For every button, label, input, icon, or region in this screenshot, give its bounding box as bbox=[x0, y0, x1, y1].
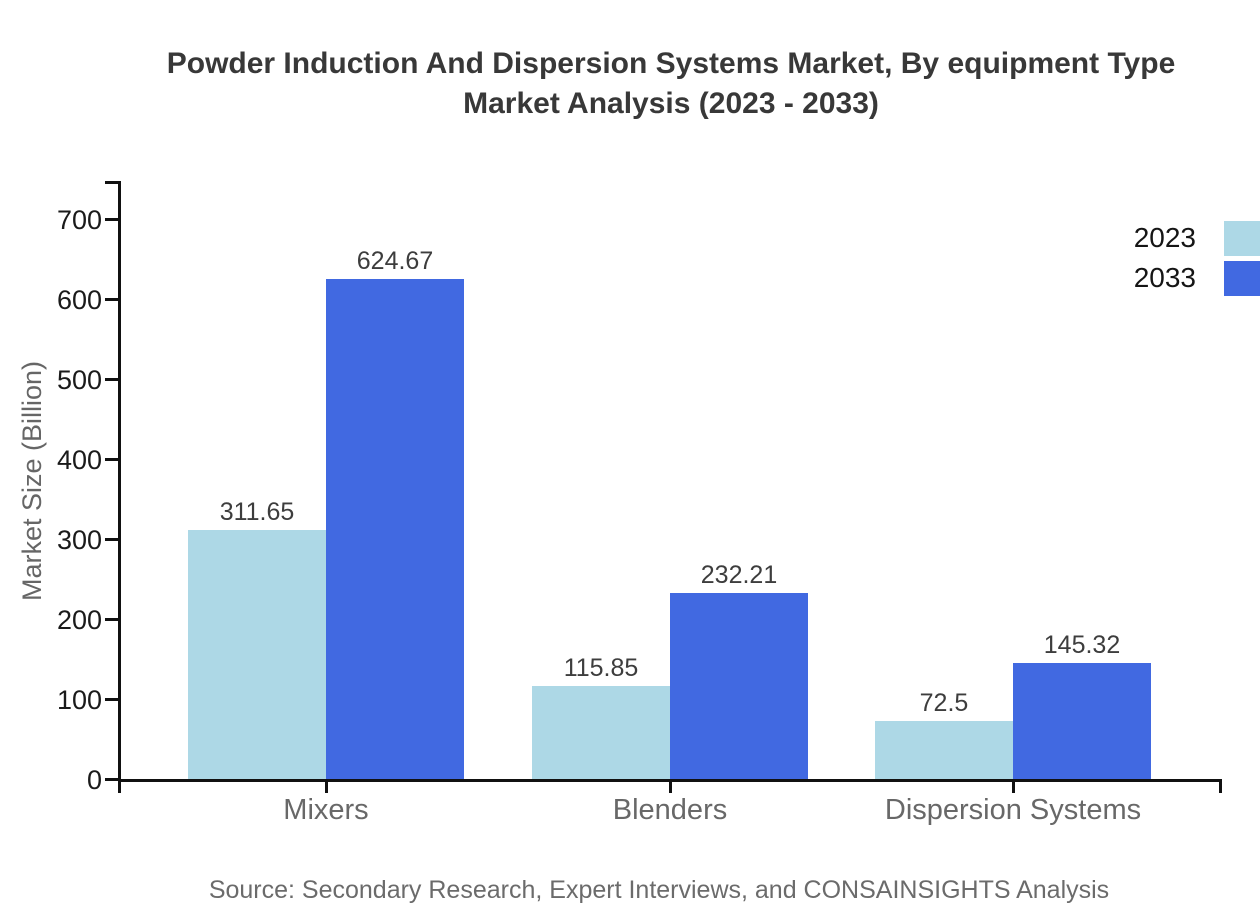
y-tick-label-0: 0 bbox=[86, 765, 102, 795]
bar-value-label-2023-2: 72.5 bbox=[919, 689, 969, 717]
x-category-label-0: Mixers bbox=[283, 794, 369, 826]
bar-2023-0 bbox=[188, 529, 326, 779]
bar-value-label-2033-1: 232.21 bbox=[700, 561, 778, 590]
legend-swatch-2023 bbox=[1224, 221, 1260, 256]
source-attribution: Source: Secondary Research, Expert Inter… bbox=[208, 876, 1110, 904]
bar-2033-2 bbox=[1013, 662, 1151, 779]
legend-label-2033: 2033 bbox=[1133, 262, 1196, 293]
bar-2023-2 bbox=[875, 721, 1013, 779]
y-tick-mark-600 bbox=[105, 298, 118, 301]
bar-2023-1 bbox=[532, 686, 670, 779]
y-tick-mark-200 bbox=[105, 618, 118, 621]
y-tick-label-300: 300 bbox=[56, 525, 102, 555]
y-tick-label-600: 600 bbox=[56, 285, 102, 315]
x-axis-end-cap bbox=[1219, 779, 1222, 793]
y-axis-line bbox=[118, 181, 121, 793]
y-tick-label-100: 100 bbox=[56, 685, 102, 715]
y-tick-mark-0 bbox=[105, 778, 118, 781]
chart-title-line2: Market Analysis (2023 - 2033) bbox=[463, 87, 879, 120]
x-tick-mark-0 bbox=[325, 782, 328, 793]
y-tick-label-200: 200 bbox=[56, 605, 102, 635]
bar-2033-0 bbox=[326, 279, 464, 779]
bar-value-label-2023-1: 115.85 bbox=[563, 654, 639, 683]
x-tick-mark-1 bbox=[669, 782, 672, 793]
x-axis-line bbox=[118, 779, 1222, 782]
y-tick-mark-100 bbox=[105, 698, 118, 701]
bar-value-label-2033-0: 624.67 bbox=[356, 247, 434, 276]
bar-value-label-2023-0: 311.65 bbox=[219, 497, 295, 526]
x-category-label-2: Dispersion Systems bbox=[884, 794, 1142, 826]
y-tick-label-400: 400 bbox=[56, 445, 102, 475]
chart-title-line1: Powder Induction And Dispersion Systems … bbox=[166, 47, 1176, 80]
chart-title: Powder Induction And Dispersion Systems … bbox=[82, 44, 1260, 124]
y-tick-mark-500 bbox=[105, 378, 118, 381]
legend-swatch-2033 bbox=[1224, 261, 1260, 296]
y-tick-mark-700 bbox=[105, 218, 118, 221]
y-tick-label-700: 700 bbox=[56, 205, 102, 235]
bar-2033-1 bbox=[670, 593, 808, 779]
x-tick-mark-2 bbox=[1012, 782, 1015, 793]
bar-value-label-2033-2: 145.32 bbox=[1043, 630, 1121, 659]
x-category-label-1: Blenders bbox=[612, 794, 728, 826]
y-tick-mark-300 bbox=[105, 538, 118, 541]
y-tick-label-500: 500 bbox=[56, 365, 102, 395]
legend-label-2023: 2023 bbox=[1133, 222, 1196, 253]
y-tick-mark-400 bbox=[105, 458, 118, 461]
y-axis-top-cap bbox=[105, 181, 121, 184]
